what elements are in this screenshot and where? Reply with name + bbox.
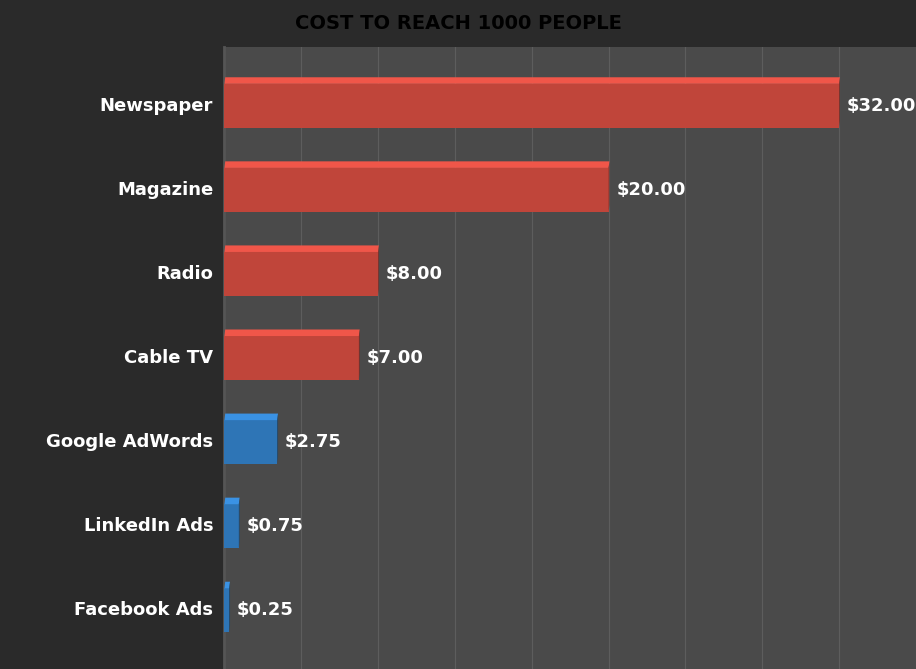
Text: Radio: Radio [157,265,213,283]
Bar [224,84,839,128]
Text: Google AdWords: Google AdWords [46,433,213,451]
Polygon shape [224,330,360,336]
Text: $20.00: $20.00 [616,181,685,199]
Polygon shape [224,582,230,588]
Bar [224,588,229,632]
Polygon shape [224,498,240,504]
Bar [224,168,608,211]
Bar [224,504,239,548]
Text: COST TO REACH 1000 PEOPLE: COST TO REACH 1000 PEOPLE [295,14,621,33]
Text: LinkedIn Ads: LinkedIn Ads [83,517,213,535]
Text: $0.25: $0.25 [236,601,294,619]
Text: Newspaper: Newspaper [100,97,213,114]
Bar [224,420,278,464]
Text: $8.00: $8.00 [386,265,442,283]
Text: $2.75: $2.75 [285,433,342,451]
Polygon shape [224,246,379,252]
Polygon shape [224,77,840,84]
Text: $0.75: $0.75 [246,517,303,535]
Bar [224,336,359,380]
Text: $32.00: $32.00 [846,97,916,114]
Text: $7.00: $7.00 [366,349,423,367]
Text: Facebook Ads: Facebook Ads [74,601,213,619]
Text: Magazine: Magazine [117,181,213,199]
Polygon shape [224,161,609,168]
Polygon shape [224,413,278,420]
Bar [224,252,378,296]
Text: Cable TV: Cable TV [125,349,213,367]
